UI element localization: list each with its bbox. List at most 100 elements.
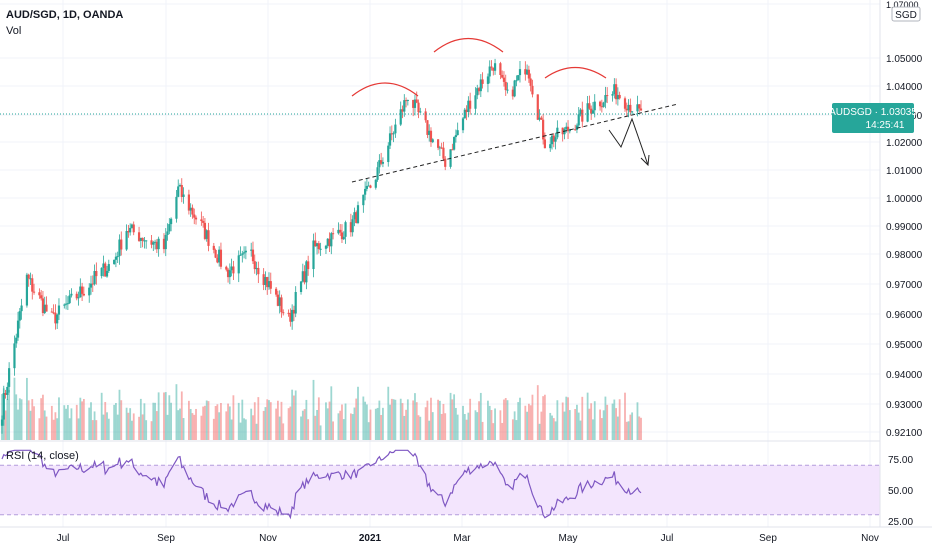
volume-bar [138, 416, 140, 440]
time-axis[interactable]: Jul Sep Nov 2021 Mar May Jul Sep Nov [57, 533, 879, 544]
volume-bar [390, 398, 393, 440]
volume-bar [155, 411, 158, 440]
candle-body [613, 84, 616, 95]
candle-body [276, 294, 279, 306]
candle-body [476, 88, 479, 96]
volume-bar [177, 410, 180, 440]
volume-bar [367, 422, 370, 440]
candle-body [444, 158, 447, 167]
candle-body [461, 118, 465, 131]
rsi-band [0, 465, 880, 515]
candle-body [219, 249, 223, 267]
volume-bar [75, 404, 78, 440]
volume-bar [129, 408, 132, 440]
volume-bar [63, 405, 66, 440]
volume-bar [438, 400, 441, 440]
candle-body [157, 238, 160, 250]
volume-bar [166, 414, 169, 440]
volume-bar [403, 415, 406, 440]
candle-body [89, 283, 93, 288]
projection-arrow [608, 117, 649, 166]
volume-bar [227, 403, 229, 440]
candle-body [565, 126, 568, 130]
candle-body [511, 89, 514, 97]
volume-bar [189, 408, 192, 440]
volume-bar [268, 400, 270, 440]
candle-body [116, 256, 119, 258]
candle-body [193, 214, 196, 218]
candle-body [6, 386, 9, 395]
volume-bar [538, 423, 541, 440]
candlesticks[interactable] [0, 58, 643, 434]
candle-body [467, 100, 470, 113]
volume-bar [366, 404, 368, 440]
candle-body [540, 117, 543, 120]
candle-body [615, 84, 618, 100]
volume-bar [389, 404, 391, 440]
volume-bar [424, 407, 427, 440]
candle-body [469, 100, 472, 109]
volume-bar [70, 408, 73, 440]
candle-body [63, 304, 66, 306]
candle-body [81, 286, 84, 294]
candle-body [351, 219, 354, 233]
candle-body [374, 179, 377, 188]
volume-bar [278, 416, 281, 440]
volume-bar [262, 410, 265, 440]
candle-body [454, 135, 457, 138]
candle-body [202, 221, 205, 223]
candle-body [205, 230, 208, 239]
volume-bar [453, 394, 456, 440]
candle-body [328, 238, 331, 247]
candle-body [623, 98, 627, 109]
candle-body [488, 66, 491, 77]
volume-bar [616, 416, 619, 440]
volume-bar [364, 401, 367, 440]
price-tick-label: 0.98000 [886, 250, 923, 261]
volume-bar [478, 401, 480, 440]
candle-body [93, 270, 96, 285]
candle-body [287, 312, 290, 314]
volume-bar [175, 384, 178, 440]
volume-bar [191, 413, 194, 440]
volume-bar [638, 416, 641, 440]
price-axis[interactable]: 1.050001.040001.030001.020001.010001.000… [886, 0, 923, 439]
volume-bar [519, 397, 521, 440]
volume-bar [440, 413, 443, 440]
volume-bar [132, 413, 135, 440]
volume-bar [599, 409, 601, 440]
candle-body [155, 241, 158, 250]
volume-bar [494, 408, 496, 440]
candle-body [291, 309, 294, 322]
candle-body [79, 286, 82, 298]
volume-bar [567, 397, 569, 440]
volume-bar [431, 412, 434, 440]
candle-body [20, 305, 23, 312]
volume-bar [492, 423, 495, 440]
volume-bar [145, 420, 148, 440]
candle-body [479, 79, 482, 92]
candle-body [486, 76, 490, 84]
volume-bar [574, 409, 577, 440]
volume-bar [38, 418, 41, 440]
candle-body [477, 88, 481, 92]
candle-body [579, 109, 582, 115]
volume-bar [544, 394, 546, 440]
currency-box [891, 6, 921, 22]
price-tick-label: 0.97000 [886, 280, 923, 291]
candle-body [244, 250, 247, 253]
volume-bar [88, 407, 91, 440]
candle-body [638, 104, 641, 109]
volume-bar [325, 402, 327, 440]
candle-body [515, 80, 518, 82]
candle-body [440, 147, 443, 149]
candle-body [611, 94, 614, 96]
volume-bar [79, 397, 82, 440]
candle-body [406, 99, 409, 101]
price-tick-label: 0.99000 [886, 222, 923, 233]
candle-body [575, 125, 579, 130]
candle-body [493, 63, 497, 71]
volume-bar [399, 398, 402, 440]
